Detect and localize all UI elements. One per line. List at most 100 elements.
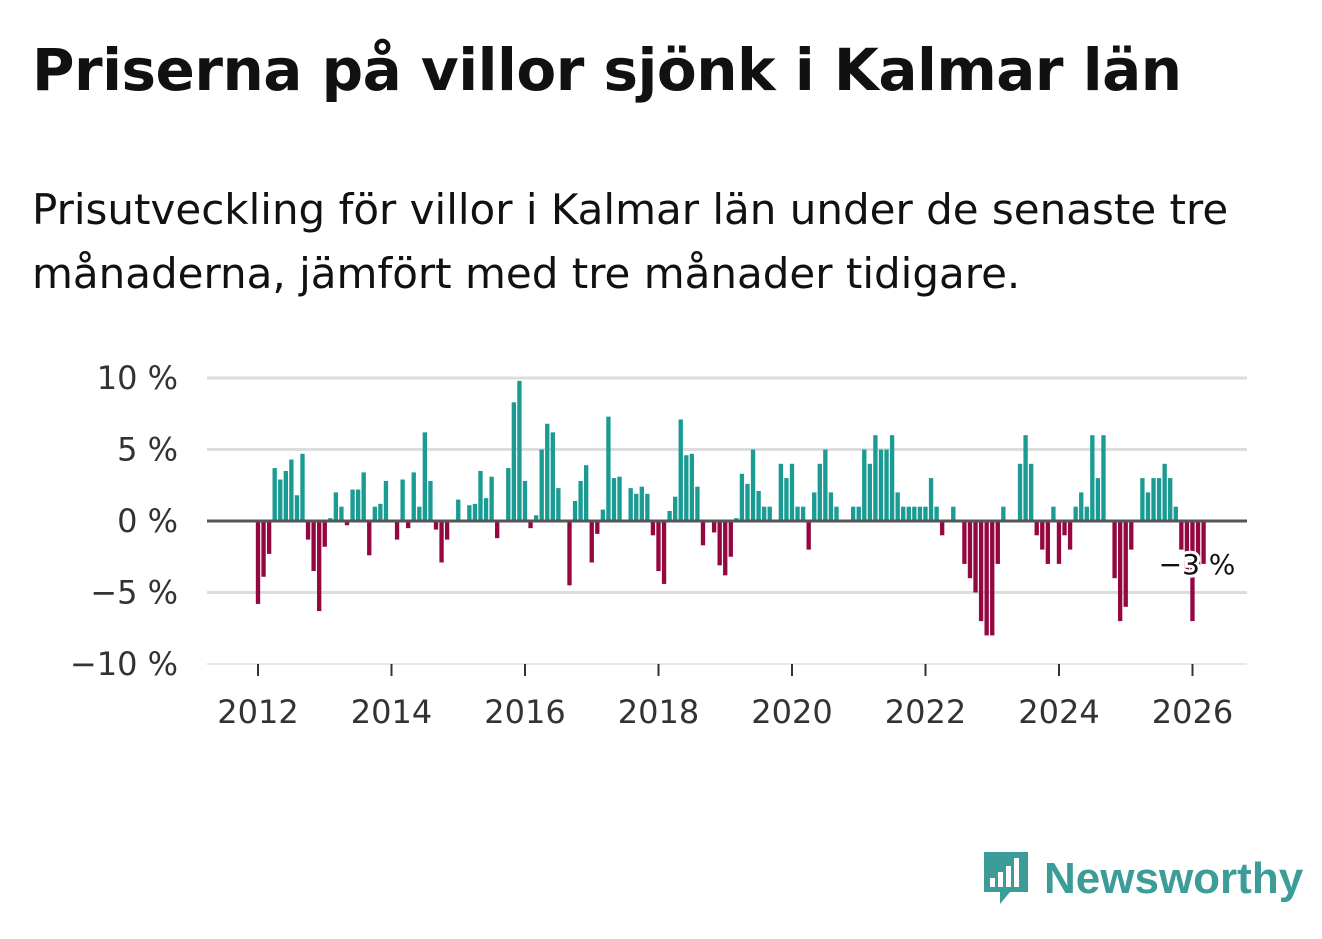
bar [261,521,266,577]
bar [255,521,261,604]
bar [367,521,372,556]
bar [1001,506,1006,521]
bar [684,455,689,521]
bar [1084,506,1089,521]
bar [372,506,377,521]
bar-chart: 10 % 5 % 0 % −5 % −10 % 2012 2014 2016 2018 2020 2… [70,359,1247,731]
bar [912,506,917,521]
bar [717,521,722,566]
bar [1079,492,1084,521]
bar [444,521,450,540]
y-tick-label: −5 % [90,574,178,612]
bar [1140,478,1145,521]
brand-logo[interactable]: Newsworthy [980,848,1303,910]
bar [483,498,489,521]
bar [272,468,277,521]
bar [1201,521,1206,564]
bar [778,463,784,521]
bar [378,503,383,521]
x-tick-label: 2026 [1152,693,1233,731]
bar [689,453,695,521]
bar [895,492,900,521]
bar [917,506,923,521]
bar [834,506,839,521]
bar [1190,521,1195,622]
bar [550,432,555,521]
bar [600,509,606,521]
bar [1156,478,1162,521]
bar [1195,521,1201,572]
bar [750,449,756,521]
bar [939,521,945,536]
x-tick-label: 2022 [885,693,966,731]
bar [673,496,678,521]
bar [344,521,350,526]
bar [428,480,433,521]
bar [745,483,750,521]
bar [634,493,639,521]
bar [828,492,834,521]
bar [495,521,500,539]
bar [1095,478,1101,521]
y-tick-label: 0 % [117,502,178,540]
bar [361,472,366,521]
x-tick-label: 2012 [217,693,298,731]
bar [339,506,344,521]
bar [695,486,700,521]
bar [795,506,800,521]
bar [661,521,667,584]
bar [723,521,728,576]
brand-name: Newsworthy [1044,854,1304,903]
bar [417,506,422,521]
annotation-label: −3 % [1159,548,1236,581]
bar [472,503,478,521]
bar [1173,506,1178,521]
bar [928,478,934,521]
bar [545,423,550,521]
bar [739,473,745,521]
bar [984,521,989,636]
bar [1090,435,1095,521]
bar [1034,521,1039,536]
bar [1028,463,1034,521]
bar [923,506,928,521]
grid-layer [207,376,1247,665]
axis-layer: 10 % 5 % 0 % −5 % −10 % 2012 2014 2016 2018 2020 2… [70,359,1247,731]
bar [850,506,856,521]
bar [645,493,650,521]
y-tick-label: −10 % [70,645,178,683]
bar [1184,521,1190,572]
bar [1145,492,1151,521]
bar [478,470,483,521]
bar [978,521,984,622]
y-tick-label: 5 % [117,431,178,469]
bar [789,463,795,521]
bar [906,506,911,521]
bar [617,476,622,521]
bar [823,449,828,521]
bar [873,435,878,521]
bar [606,416,611,521]
bar [406,521,411,529]
bar [572,500,578,521]
bar [305,521,311,540]
bar [539,449,544,521]
bar [1067,521,1073,550]
bar [967,521,973,579]
bar [278,479,283,521]
bar [400,479,405,521]
bar [1073,506,1078,521]
bar [806,521,811,550]
bar [1040,521,1045,550]
bar [878,449,884,521]
x-tick-label: 2024 [1018,693,1099,731]
bar [800,506,806,521]
bar [317,521,322,612]
bar [862,449,867,521]
bar [517,380,522,521]
bar [1051,506,1056,521]
bar [1112,521,1117,579]
bar [567,521,572,586]
bar [1123,521,1128,607]
bar [1117,521,1123,622]
